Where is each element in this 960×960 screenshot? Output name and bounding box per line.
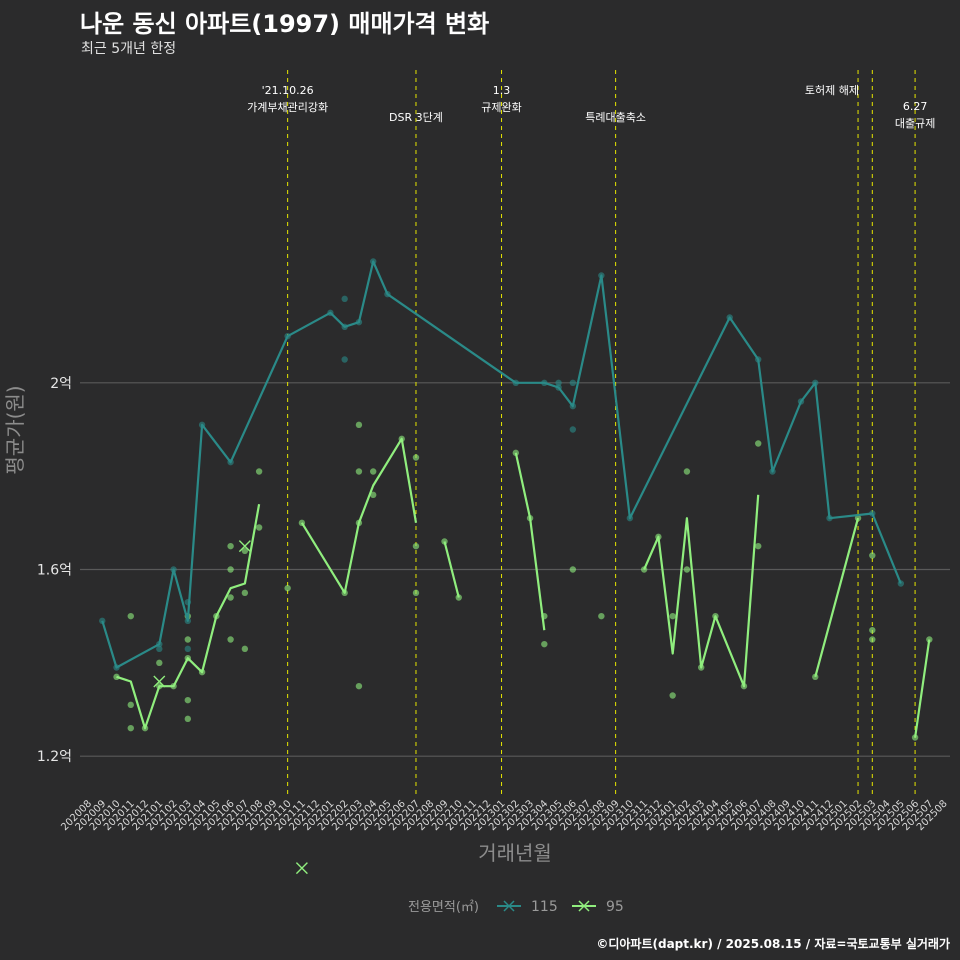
series-line — [643, 494, 760, 688]
data-point — [911, 734, 919, 741]
legend-label: 115 — [531, 899, 558, 915]
data-point — [555, 379, 562, 387]
chart-title: 나운 동신 아파트(1997) 매매가격 변화 — [80, 10, 490, 38]
data-point — [370, 468, 377, 475]
event-label: 6.27 — [903, 100, 928, 113]
legend-key-marker — [503, 900, 515, 912]
event-label: 토허제 해제 — [805, 83, 859, 97]
event-label: '21.10.26 — [262, 84, 314, 97]
data-point — [241, 589, 249, 597]
legend: 전용면적(㎡) 115 95 — [408, 899, 624, 915]
data-point — [926, 636, 933, 643]
data-point — [412, 542, 420, 550]
data-point — [341, 356, 348, 363]
data-point — [598, 612, 605, 620]
data-point — [227, 594, 234, 601]
data-point — [412, 589, 420, 597]
legend-label: 95 — [606, 899, 624, 915]
data-point — [541, 640, 548, 648]
cross-marker — [295, 862, 308, 875]
data-point — [284, 584, 291, 592]
event-label: DSR 3단계 — [389, 111, 443, 124]
data-point — [241, 645, 249, 653]
x-axis-tick-labels: 2020082020092020102020112020122021012021… — [59, 798, 949, 833]
data-point — [184, 636, 192, 643]
series-line — [116, 504, 261, 730]
data-point — [569, 379, 577, 387]
series-lines — [101, 260, 931, 738]
data-point — [869, 636, 876, 643]
data-point — [241, 547, 249, 555]
y-tick-label: 1.6억 — [37, 563, 72, 579]
data-point — [355, 468, 363, 475]
data-point — [683, 468, 691, 475]
data-point — [683, 566, 691, 573]
data-point — [156, 645, 163, 653]
data-point — [669, 692, 676, 699]
data-point — [569, 426, 577, 433]
data-point — [255, 524, 263, 531]
series-line — [443, 541, 460, 598]
legend-key-marker — [578, 900, 590, 912]
data-point — [669, 612, 676, 620]
gridlines — [80, 382, 950, 757]
event-label: 특례대출축소 — [585, 111, 646, 124]
data-point — [184, 715, 192, 723]
series-line — [300, 437, 418, 594]
series-line — [814, 517, 860, 678]
y-tick-label: 2억 — [50, 376, 72, 392]
event-label: 규제완화 — [481, 101, 521, 114]
data-point — [127, 612, 134, 620]
data-point — [227, 566, 234, 573]
event-label: 대출규제 — [895, 117, 935, 130]
data-point — [184, 696, 192, 704]
data-points — [99, 258, 933, 741]
data-point — [869, 626, 876, 634]
data-point — [127, 724, 134, 732]
event-lines — [287, 70, 916, 796]
data-point — [569, 566, 577, 573]
data-point — [227, 542, 234, 550]
data-point — [184, 645, 192, 653]
data-point — [755, 440, 762, 447]
data-point — [755, 542, 762, 550]
data-point — [355, 682, 363, 690]
cross-markers — [153, 540, 308, 875]
data-point — [412, 454, 420, 461]
event-label: 가계부채관리강화 — [247, 101, 328, 114]
data-point — [127, 701, 134, 709]
series-line — [914, 639, 931, 738]
data-point — [156, 659, 163, 667]
data-point — [370, 491, 377, 499]
data-point — [355, 421, 363, 429]
y-tick-label: 1.2억 — [37, 749, 72, 765]
y-axis-title: 평균가(원) — [3, 385, 27, 474]
event-label: 1.3 — [493, 84, 511, 97]
cross-marker — [238, 540, 251, 553]
series-line — [101, 260, 902, 669]
y-axis-tick-labels: 1.2억 1.6억 2억 — [37, 376, 72, 765]
chart-subtitle: 최근 5개년 한정 — [81, 41, 177, 57]
source-caption: ©디아파트(dapt.kr) / 2025.08.15 / 자료=국토교통부 실… — [596, 937, 950, 951]
series-line — [514, 452, 546, 631]
data-point — [255, 468, 263, 475]
data-point — [341, 295, 348, 303]
legend-title: 전용면적(㎡) — [408, 900, 479, 915]
cross-marker — [153, 675, 166, 688]
x-axis-title: 거래년월 — [478, 841, 552, 865]
data-point — [227, 636, 234, 643]
data-point — [869, 552, 876, 559]
